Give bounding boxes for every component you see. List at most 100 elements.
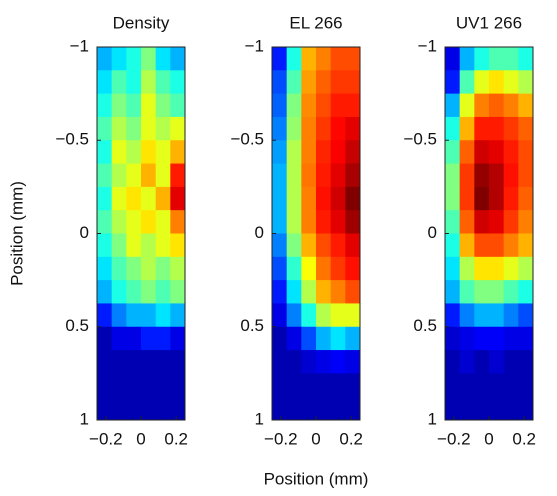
heat-cell [316, 47, 332, 71]
heat-cell [474, 70, 490, 95]
heat-cell [170, 303, 186, 328]
heat-cell [316, 280, 332, 304]
heat-cell [141, 350, 157, 374]
heat-cell [286, 350, 302, 374]
heat-cell [489, 140, 505, 165]
heat-cell [301, 70, 317, 95]
heat-cell [170, 350, 186, 374]
heat-cell [126, 163, 142, 188]
heat-cell [301, 256, 317, 281]
heat-cell [170, 233, 186, 258]
heat-cell [170, 256, 186, 281]
heat-cell [97, 373, 113, 398]
heat-cell [286, 326, 302, 351]
heat-cell [445, 70, 461, 95]
heat-cell [286, 256, 302, 281]
heat-cell [330, 350, 346, 374]
heat-cell [272, 47, 288, 71]
heat-cell [345, 210, 361, 234]
heat-cell [503, 326, 519, 351]
heat-cell [316, 116, 332, 141]
heat-cell [330, 326, 346, 351]
heat-cell [126, 116, 142, 141]
heat-cell [459, 140, 475, 165]
x-tick-label: 0.2 [339, 429, 363, 448]
heat-cell [272, 326, 288, 351]
heat-cell [330, 116, 346, 141]
heat-cell [474, 186, 490, 211]
heat-cell [503, 140, 519, 165]
heat-cell [316, 163, 332, 188]
heat-cell [141, 210, 157, 234]
heat-cell [97, 303, 113, 328]
heat-cell [489, 256, 505, 281]
heat-cell [170, 116, 186, 141]
heat-cell [301, 116, 317, 141]
heat-cell [272, 210, 288, 234]
heat-cell [445, 233, 461, 258]
heat-cell [97, 93, 113, 118]
heat-cell [141, 326, 157, 351]
heat-cell [345, 303, 361, 328]
heat-cell [286, 47, 302, 71]
heat-cell [301, 326, 317, 351]
heat-cell [126, 396, 142, 421]
heat-cell [474, 47, 490, 71]
y-tick-label: −1 [245, 36, 264, 55]
x-tick-label: −0.2 [264, 429, 298, 448]
heat-cell [474, 326, 490, 351]
x-tick-label: −0.2 [437, 429, 471, 448]
heat-cell [126, 47, 142, 71]
heat-cell [155, 280, 171, 304]
heat-cell [503, 233, 519, 258]
heat-cell [155, 350, 171, 374]
heat-cell [126, 70, 142, 95]
heat-cell [301, 373, 317, 398]
heat-cell [518, 140, 534, 165]
heat-cell [126, 350, 142, 374]
heat-cell [445, 256, 461, 281]
heat-cell [126, 373, 142, 398]
heat-cell [155, 186, 171, 211]
heat-cell [330, 233, 346, 258]
heat-cell [459, 233, 475, 258]
heat-cell [141, 256, 157, 281]
heat-cell [126, 186, 142, 211]
heat-cell [518, 350, 534, 374]
heat-cell [445, 210, 461, 234]
heat-cell [330, 210, 346, 234]
heat-cell [155, 233, 171, 258]
heat-cell [111, 396, 127, 421]
heat-cell [286, 116, 302, 141]
heat-cell [126, 256, 142, 281]
heat-cell [330, 70, 346, 95]
heat-cell [330, 47, 346, 71]
heat-cell [286, 70, 302, 95]
heat-cell [503, 373, 519, 398]
y-tick-label: −0.5 [230, 130, 264, 149]
heat-cell [301, 140, 317, 165]
heat-cell [345, 116, 361, 141]
heat-cell [97, 47, 113, 71]
heat-cell [459, 256, 475, 281]
heat-cell [474, 210, 490, 234]
heat-cell [97, 256, 113, 281]
heat-cell [111, 186, 127, 211]
heat-cell [111, 303, 127, 328]
heat-cell [489, 233, 505, 258]
heat-cell [141, 70, 157, 95]
heat-cell [445, 93, 461, 118]
heat-cell [518, 93, 534, 118]
heat-cell [518, 47, 534, 71]
y-tick-label: 1 [255, 409, 264, 428]
heat-cell [97, 186, 113, 211]
heat-cell [503, 303, 519, 328]
heat-cell [316, 186, 332, 211]
heat-cell [155, 303, 171, 328]
heat-cell [126, 210, 142, 234]
heat-cell [286, 93, 302, 118]
heat-cell [316, 326, 332, 351]
heat-cell [111, 93, 127, 118]
heat-cell [445, 186, 461, 211]
